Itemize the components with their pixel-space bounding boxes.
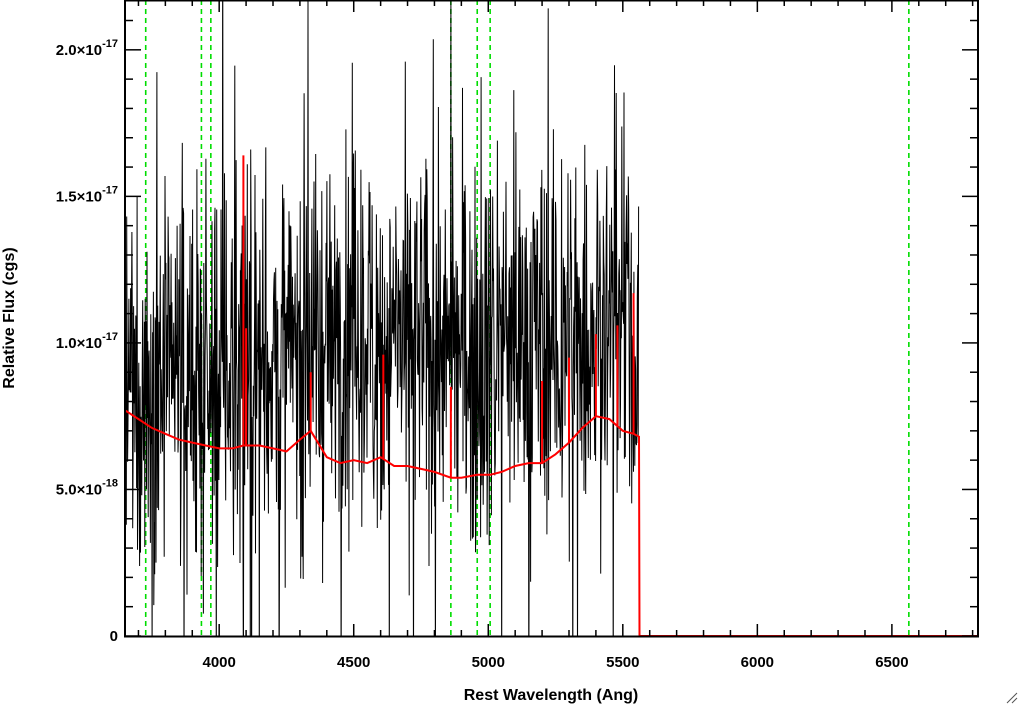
x-tick-label: 4500 (337, 654, 370, 671)
x-tick-label: 6000 (741, 654, 774, 671)
x-tick-label: 5000 (472, 654, 505, 671)
resize-grip-icon[interactable] (1004, 690, 1018, 704)
x-axis-title: Rest Wavelength (Ang) (464, 687, 639, 704)
x-tick-label: 6500 (875, 654, 908, 671)
plot-frame (124, 0, 979, 638)
y-tick-label: 2.0×10-17 (56, 38, 118, 59)
y-tick-label: 5.0×10-18 (56, 477, 118, 498)
observed-spectrum-series (125, 0, 640, 636)
y-axis-title: Relative Flux (cgs) (1, 247, 18, 388)
y-axis-ticks: 0 5.0×10-18 1.0×10-17 1.5×10-17 2.0×10-17 (56, 19, 978, 645)
model-spectrum-line (125, 409, 978, 636)
x-axis-ticks: 4000 4500 5000 5500 6000 6500 (137, 0, 974, 671)
model-spectrum-series (125, 155, 978, 636)
x-tick-label: 4000 (202, 654, 235, 671)
plot-border (124, 0, 979, 638)
y-tick-label: 1.5×10-17 (56, 184, 118, 205)
y-tick-label: 1.0×10-17 (56, 331, 118, 352)
x-tick-label: 5500 (606, 654, 639, 671)
y-tick-label: 0 (110, 628, 118, 645)
observed-spectrum-line (125, 0, 640, 636)
plot-area (125, 0, 978, 636)
